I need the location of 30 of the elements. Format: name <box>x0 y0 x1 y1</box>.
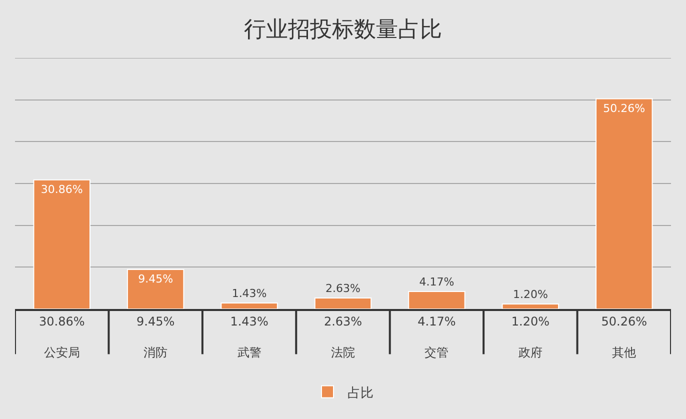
bar <box>33 179 90 309</box>
text: 4.17% <box>419 276 454 289</box>
text: 2.63% <box>326 282 360 295</box>
data-label: 9.45% <box>136 314 175 328</box>
x-tick-label: 消防 <box>144 346 168 360</box>
legend-label: 占比 <box>348 386 374 401</box>
text: 50.26% <box>603 102 646 115</box>
data-label: 30.86% <box>38 314 85 328</box>
bar <box>314 298 372 309</box>
bar <box>220 302 278 309</box>
x-tick-label: 交管 <box>424 346 449 360</box>
bar <box>502 303 560 309</box>
text: 9.45% <box>138 272 174 286</box>
x-tick-label: 法院 <box>331 346 355 360</box>
data-label: 2.63% <box>324 314 362 328</box>
bar <box>596 98 653 309</box>
text: 30.86% <box>40 182 83 196</box>
data-label: 4.17% <box>418 314 456 328</box>
data-label: 1.20% <box>511 314 550 328</box>
x-tick-label: 武警 <box>237 346 262 360</box>
x-tick-label: 其他 <box>612 346 636 360</box>
data-label: 1.43% <box>230 314 268 328</box>
bar <box>126 268 184 309</box>
chart-title: 行业招投标数量占比 <box>244 17 442 42</box>
text: 1.20% <box>512 288 548 301</box>
x-tick-label: 公安局 <box>44 346 80 360</box>
x-tick-label: 政府 <box>518 346 542 360</box>
text: 1.43% <box>232 287 267 300</box>
bar <box>408 291 466 309</box>
data-label: 50.26% <box>601 314 648 328</box>
